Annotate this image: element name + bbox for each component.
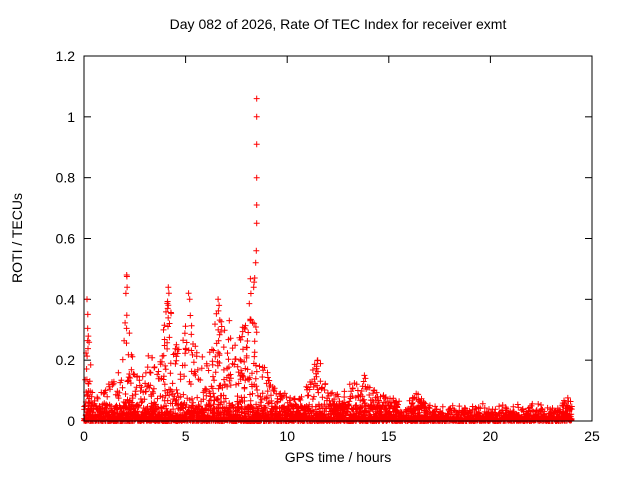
y-tick-label: 0 [67,413,75,429]
y-tick-label: 0.6 [56,231,76,247]
x-tick-label: 20 [483,428,499,444]
y-axis-label: ROTI / TECUs [9,193,25,283]
chart-title: Day 082 of 2026, Rate Of TEC Index for r… [170,16,507,32]
y-tick-label: 1 [67,109,75,125]
y-tick-label: 0.8 [56,170,76,186]
axis-tick-labels: 0 5 10 15 20 25 0 0.2 0.4 0.6 0.8 1 1.2 [56,48,600,444]
scatter-data-points [81,95,575,424]
y-tick-label: 1.2 [56,48,76,64]
y-tick-label: 0.4 [56,291,76,307]
plot-border [83,55,593,422]
x-tick-label: 25 [584,428,600,444]
x-tick-label: 0 [80,428,88,444]
x-tick-label: 15 [381,428,397,444]
x-axis-label: GPS time / hours [285,449,392,465]
x-tick-label: 10 [279,428,295,444]
x-tick-label: 5 [182,428,190,444]
y-tick-label: 0.2 [56,352,76,368]
